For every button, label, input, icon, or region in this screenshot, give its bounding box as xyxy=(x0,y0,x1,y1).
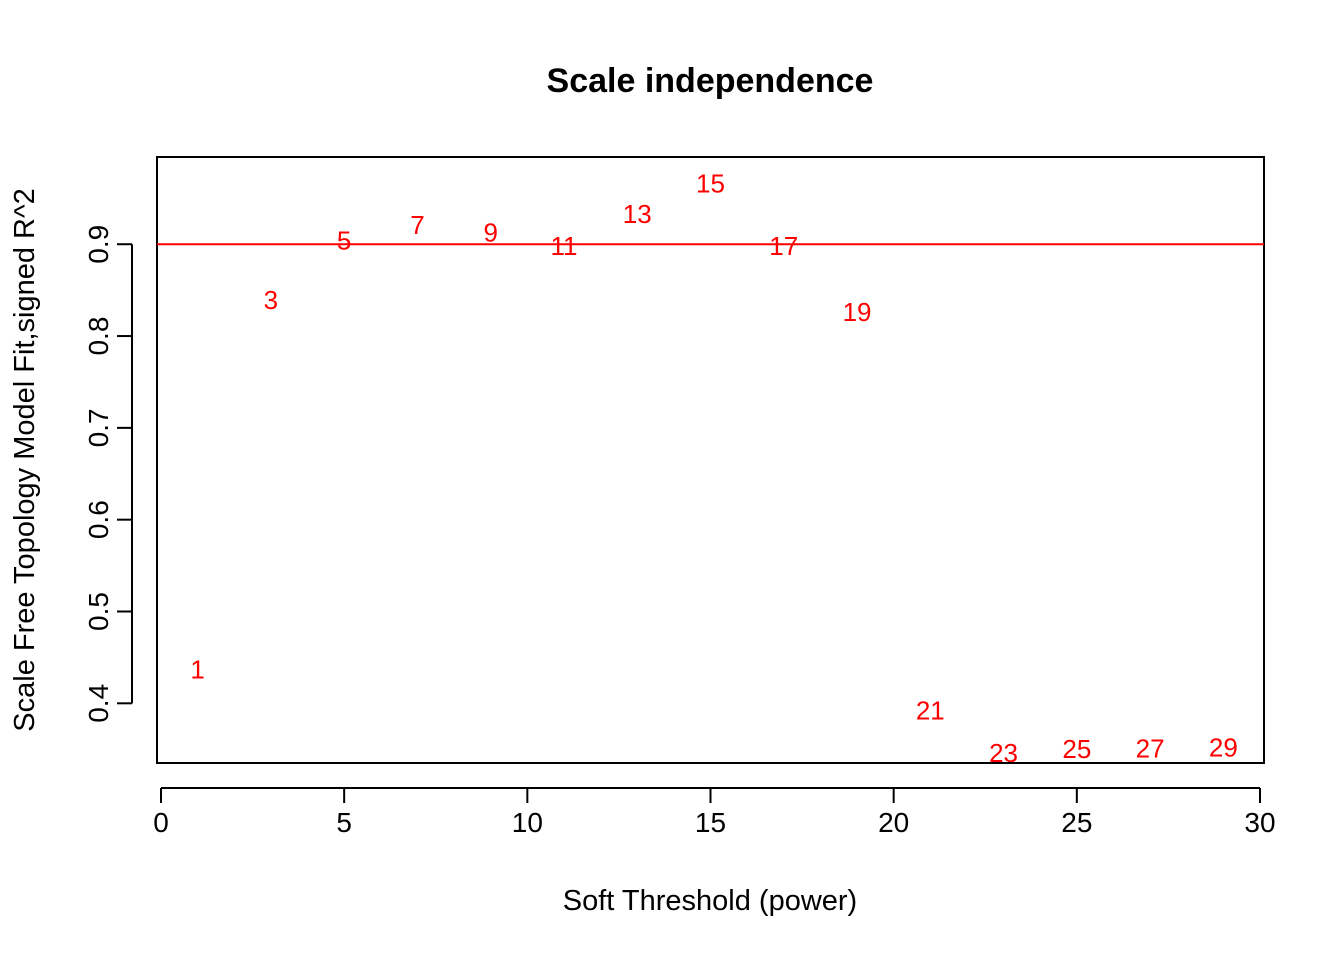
x-tick-label: 5 xyxy=(336,807,352,838)
x-tick-label: 25 xyxy=(1061,807,1092,838)
y-axis: 0.4 0.5 0.6 0.7 0.8 0.9 xyxy=(83,225,133,723)
x-tick-label: 15 xyxy=(695,807,726,838)
point-label: 5 xyxy=(337,226,351,256)
x-tick-label: 30 xyxy=(1244,807,1275,838)
y-tick-label: 0.6 xyxy=(83,500,114,539)
point-label: 9 xyxy=(483,217,497,247)
y-tick-label: 0.4 xyxy=(83,684,114,723)
point-label: 1 xyxy=(190,654,204,684)
y-tick-label: 0.7 xyxy=(83,408,114,447)
x-axis: 0 5 10 15 20 25 30 xyxy=(153,787,1276,838)
point-label: 25 xyxy=(1062,734,1091,764)
plot-frame xyxy=(156,156,1265,764)
point-label: 19 xyxy=(843,297,872,327)
point-label: 13 xyxy=(623,199,652,229)
x-tick-label: 20 xyxy=(878,807,909,838)
x-axis-label: Soft Threshold (power) xyxy=(563,885,857,917)
point-label: 23 xyxy=(989,738,1018,768)
point-label: 29 xyxy=(1209,732,1238,762)
point-label: 17 xyxy=(769,231,798,261)
y-tick-label: 0.5 xyxy=(83,592,114,631)
chart-title: Scale independence xyxy=(547,62,874,100)
point-label: 3 xyxy=(264,285,278,315)
x-tick-label: 10 xyxy=(512,807,543,838)
point-label: 21 xyxy=(916,696,945,726)
y-tick-label: 0.8 xyxy=(83,317,114,356)
point-label: 15 xyxy=(696,169,725,199)
point-label: 11 xyxy=(550,231,577,261)
y-axis-label: Scale Free Topology Model Fit,signed R^2 xyxy=(9,188,41,731)
point-label: 7 xyxy=(410,210,424,240)
y-tick-label: 0.9 xyxy=(83,225,114,264)
point-label: 27 xyxy=(1136,733,1165,763)
x-tick-label: 0 xyxy=(153,807,169,838)
